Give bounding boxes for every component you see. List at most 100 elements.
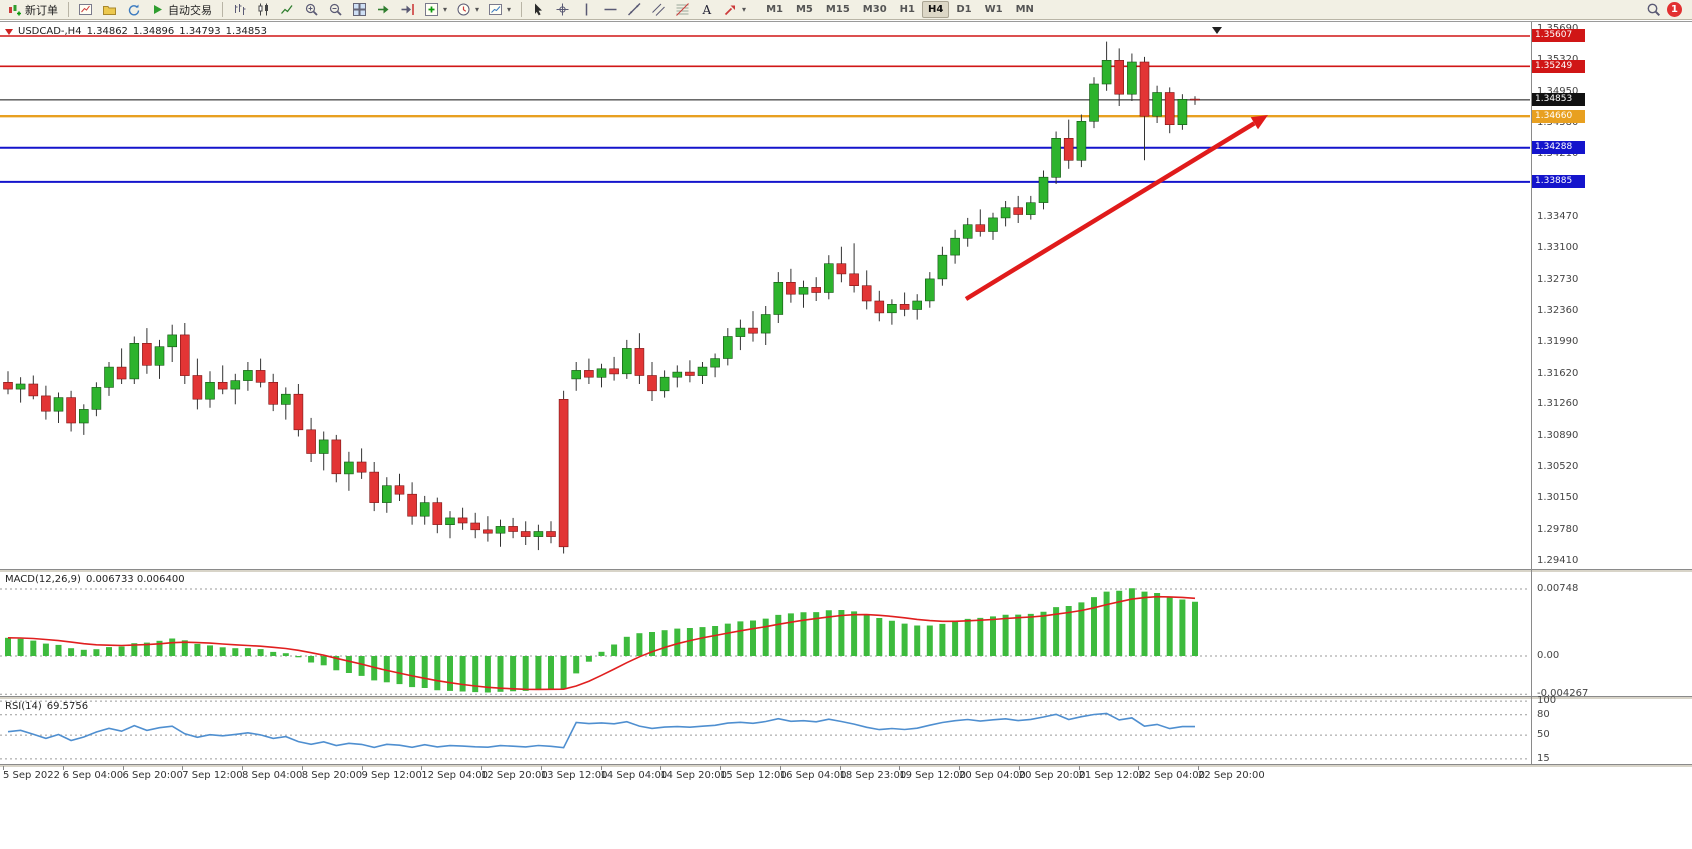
toolbar-separator	[521, 2, 523, 17]
time-label-20: 22 Sep 20:00	[1198, 770, 1265, 781]
tile-windows-button[interactable]	[349, 1, 371, 18]
time-label-7: 12 Sep 04:00	[421, 770, 488, 781]
pane-divider-rsi[interactable]	[0, 696, 1692, 699]
zoom-out-icon	[329, 3, 342, 16]
profiles-button[interactable]	[99, 1, 121, 18]
price-tick-1.31620: 1.31620	[1537, 367, 1579, 379]
price-tick-1.35690: 1.35690	[1537, 22, 1579, 34]
channel-button[interactable]	[648, 1, 670, 18]
timeframe-group: M1 M5 M15 M30 H1 H4 D1 W1 MN	[760, 1, 1040, 18]
vline-icon	[585, 3, 588, 16]
rsi-tick-80: 80	[1537, 708, 1550, 720]
pane-divider-macd[interactable]	[0, 569, 1692, 572]
new-order-button[interactable]: 新订单	[4, 0, 62, 20]
time-label-16: 20 Sep 04:00	[959, 770, 1026, 781]
price-tick-1.34950: 1.34950	[1537, 85, 1579, 97]
time-label-3: 7 Sep 12:00	[182, 770, 243, 781]
price-tick-1.33470: 1.33470	[1537, 211, 1579, 223]
indicators-button[interactable]: ▾	[421, 1, 451, 18]
auto-scroll-icon	[378, 5, 389, 14]
price-chart-canvas[interactable]	[0, 23, 1530, 569]
autotrading-button-label: 自动交易	[168, 3, 212, 17]
price-tick-1.30890: 1.30890	[1537, 429, 1579, 441]
time-label-6: 9 Sep 12:00	[361, 770, 422, 781]
refresh-button[interactable]	[123, 1, 145, 18]
time-label-2: 6 Sep 20:00	[122, 770, 183, 781]
templates-button[interactable]: ▾	[485, 1, 515, 18]
price-tick-1.31990: 1.31990	[1537, 336, 1579, 348]
time-label-1: 6 Sep 04:00	[62, 770, 124, 781]
trend-arrow[interactable]	[964, 115, 1268, 301]
price-tag-1.35607: 1.35607	[1532, 29, 1585, 43]
timeframe-m15[interactable]: M15	[825, 4, 850, 15]
refresh-icon	[128, 4, 140, 16]
hline-icon	[604, 8, 617, 11]
periods-button[interactable]: ▾	[453, 1, 483, 18]
high-value: 1.34896	[132, 26, 175, 37]
macd-histogram	[5, 588, 1198, 693]
crosshair-button[interactable]	[552, 1, 574, 18]
cursor-icon	[535, 3, 543, 16]
chart-title: USDCAD-,H4 1.34862 1.34896 1.34793 1.348…	[5, 26, 267, 37]
rsi-line	[7, 712, 1195, 749]
charts-button[interactable]	[75, 1, 97, 18]
candles-icon	[258, 3, 268, 16]
arrows-button[interactable]: ▾	[720, 1, 750, 18]
timeframe-w1[interactable]: W1	[984, 4, 1003, 15]
crosshair-icon	[556, 3, 569, 16]
zoom-in-button[interactable]	[301, 1, 323, 18]
macd-signal-line	[7, 595, 1196, 691]
rsi-canvas[interactable]	[0, 698, 1530, 764]
time-label-8: 12 Sep 20:00	[481, 770, 548, 781]
chart-shift-marker[interactable]	[1212, 27, 1222, 34]
macd-title: MACD(12,26,9) 0.006733 0.006400	[5, 574, 185, 585]
price-tag-1.34660: 1.34660	[1532, 109, 1585, 123]
fibonacci-button[interactable]	[672, 1, 694, 18]
cursor-button[interactable]	[528, 1, 550, 18]
timeframe-m1[interactable]: M1	[766, 4, 783, 15]
macd-name-label: MACD(12,26,9)	[5, 574, 81, 585]
price-tick-1.35320: 1.35320	[1537, 54, 1579, 66]
arrows-tool-icon	[724, 5, 736, 16]
macd-tick-0.00748: 0.00748	[1537, 583, 1579, 594]
rsi-title: RSI(14) 69.5756	[5, 701, 88, 712]
timeframe-d1[interactable]: D1	[956, 4, 972, 15]
bar-chart-button[interactable]	[229, 1, 251, 18]
chart-window[interactable]: 1.35690 1.35320 1.34950 1.34580 1.34210 1.338…	[0, 21, 1692, 849]
periods-clock-icon	[457, 3, 470, 16]
timeframe-m5[interactable]: M5	[795, 4, 813, 15]
price-tick-1.33100: 1.33100	[1537, 242, 1579, 254]
price-tag-1.33885: 1.33885	[1532, 175, 1585, 189]
chart-shift-button[interactable]	[397, 1, 419, 18]
timeframe-m30[interactable]: M30	[862, 4, 887, 15]
time-label-19: 22 Sep 04:00	[1138, 770, 1205, 781]
price-tick-1.34580: 1.34580	[1537, 116, 1579, 128]
candlestick-chart-button[interactable]	[253, 1, 275, 18]
notifications-badge[interactable]: 1	[1667, 2, 1682, 17]
timeframe-h1[interactable]: H1	[899, 4, 915, 15]
price-tick-1.30150: 1.30150	[1537, 492, 1579, 504]
macd-canvas[interactable]	[0, 571, 1530, 696]
timeframe-h4[interactable]: H4	[921, 1, 950, 18]
line-chart-button[interactable]	[277, 1, 299, 18]
auto-scroll-button[interactable]	[373, 1, 395, 18]
time-label-11: 14 Sep 20:00	[660, 770, 727, 781]
timeframe-mn[interactable]: MN	[1015, 4, 1034, 15]
horizontal-line-button[interactable]	[600, 1, 622, 18]
price-tick-1.31260: 1.31260	[1537, 398, 1579, 410]
search-button[interactable]	[1643, 1, 1665, 18]
text-button[interactable]: A	[696, 1, 718, 18]
zoom-out-button[interactable]	[325, 1, 347, 18]
time-label-15: 19 Sep 12:00	[899, 770, 966, 781]
channel-icon	[652, 3, 665, 16]
time-axis-divider	[0, 764, 1692, 767]
toolbar-separator	[222, 2, 223, 17]
price-tick-1.32730: 1.32730	[1537, 273, 1579, 285]
price-tag-1.34288: 1.34288	[1532, 141, 1585, 155]
autotrading-button[interactable]: 自动交易	[147, 0, 216, 20]
time-label-17: 20 Sep 20:00	[1018, 770, 1086, 781]
trendline-button[interactable]	[624, 1, 646, 18]
profiles-icon	[103, 6, 116, 15]
low-value: 1.34793	[179, 26, 221, 37]
vertical-line-button[interactable]	[576, 1, 598, 18]
